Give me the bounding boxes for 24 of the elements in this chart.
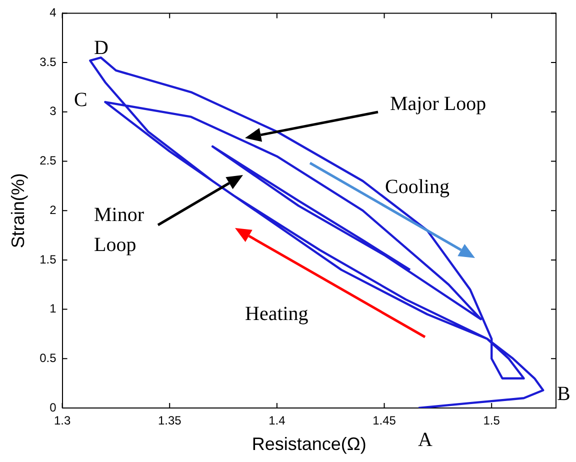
- y-axis-title: Strain(%): [8, 173, 28, 248]
- y-tick-label: 0.5: [40, 350, 57, 365]
- annotation: Minor Loop: [94, 204, 144, 256]
- text: A: [418, 429, 433, 451]
- annotation: C: [74, 89, 88, 111]
- annotation: Cooling: [385, 176, 450, 198]
- y-tick-label: 4: [50, 6, 57, 20]
- y-tick-label: 1.5: [40, 252, 57, 266]
- y-tick-label: 2.5: [40, 154, 57, 168]
- annotation: D: [94, 37, 108, 59]
- y-tick-label: 3: [50, 104, 57, 118]
- y-tick-label: 2: [50, 202, 57, 217]
- x-tick-label: 1.45: [372, 414, 396, 428]
- annotation: Heating: [245, 303, 308, 325]
- x-tick-label: 1.35: [158, 414, 182, 428]
- y-tick-label: 3.5: [40, 54, 57, 69]
- annotation: Major Loop: [390, 93, 486, 115]
- y-tick-label: 0: [50, 400, 57, 414]
- y-tick-label: 1: [50, 302, 57, 316]
- x-tick-label: 1.5: [483, 414, 500, 428]
- text: B: [557, 383, 570, 405]
- x-axis-title: Resistance(Ω): [252, 434, 366, 454]
- x-tick-label: 1.4: [268, 414, 286, 428]
- x-tick-label: 1.3: [54, 414, 71, 428]
